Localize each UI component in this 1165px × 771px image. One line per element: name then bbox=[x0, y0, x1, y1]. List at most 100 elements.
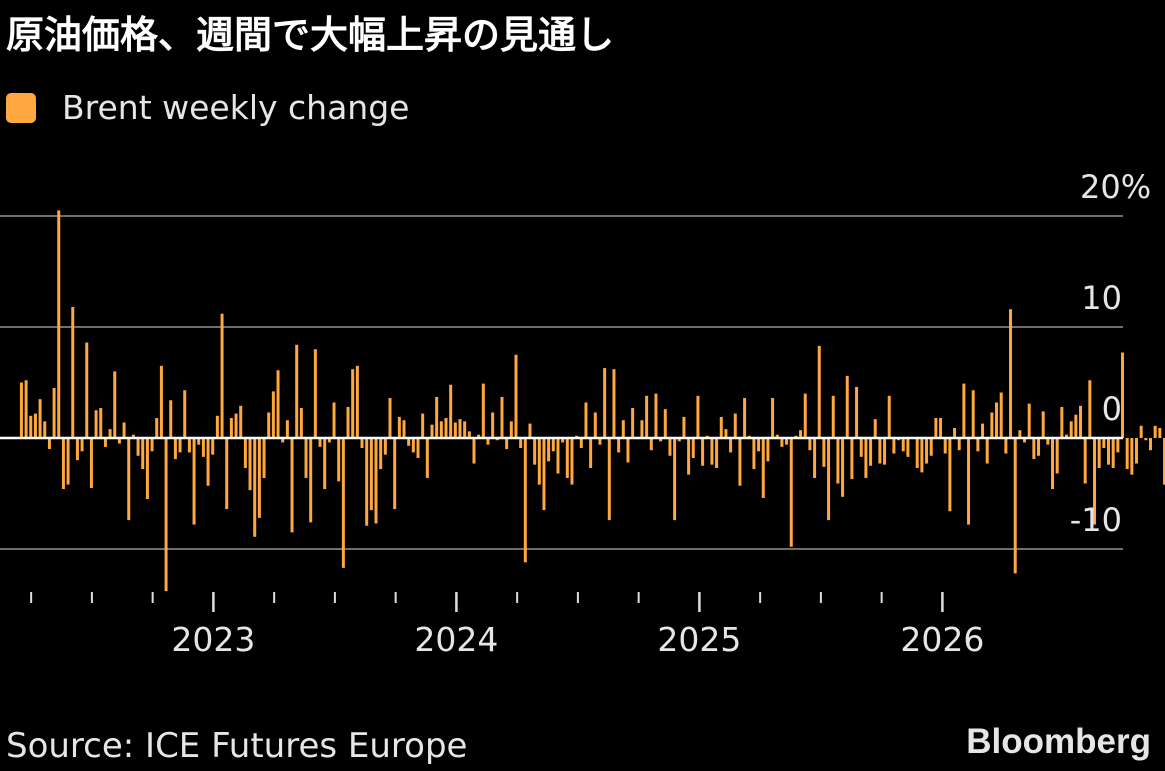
bar bbox=[383, 438, 387, 455]
bar bbox=[313, 349, 317, 438]
bar bbox=[873, 419, 877, 438]
bar bbox=[108, 429, 112, 438]
bar bbox=[299, 408, 303, 438]
bar bbox=[691, 438, 695, 458]
bar bbox=[500, 396, 504, 438]
bar bbox=[239, 405, 243, 438]
bar bbox=[421, 413, 425, 438]
bar bbox=[1004, 438, 1008, 454]
x-tick-label: 2024 bbox=[414, 620, 498, 659]
bar bbox=[547, 438, 551, 462]
y-tick-labels: 20% 10 0 -10 bbox=[1070, 168, 1151, 539]
bar bbox=[1018, 430, 1022, 438]
bar bbox=[225, 438, 229, 510]
bar bbox=[103, 438, 107, 447]
bar bbox=[995, 402, 999, 438]
bar bbox=[999, 392, 1003, 438]
bar bbox=[309, 438, 313, 523]
bar bbox=[1125, 438, 1129, 470]
bar bbox=[836, 438, 840, 484]
bar bbox=[94, 410, 98, 438]
bar bbox=[234, 413, 238, 438]
bar bbox=[407, 438, 411, 446]
legend-swatch bbox=[6, 92, 36, 123]
bar bbox=[803, 393, 807, 438]
bar bbox=[337, 438, 341, 482]
y-tick-label: 10 bbox=[1081, 279, 1122, 317]
bar bbox=[444, 418, 448, 438]
bar bbox=[206, 438, 210, 486]
bar bbox=[472, 438, 476, 464]
bar bbox=[220, 313, 224, 438]
bar bbox=[178, 438, 182, 453]
bar bbox=[822, 438, 826, 467]
bar bbox=[967, 438, 971, 525]
bar bbox=[52, 388, 56, 438]
bar bbox=[127, 438, 131, 521]
bar bbox=[117, 438, 121, 444]
bar bbox=[374, 438, 378, 524]
bar bbox=[57, 210, 61, 438]
bar bbox=[477, 434, 481, 438]
bar bbox=[668, 438, 672, 456]
bar bbox=[817, 345, 821, 438]
bar bbox=[253, 438, 257, 537]
bar bbox=[1149, 438, 1153, 451]
bar bbox=[491, 412, 495, 438]
bar bbox=[1158, 428, 1162, 438]
bar bbox=[766, 438, 770, 462]
bar bbox=[439, 421, 443, 438]
bar bbox=[71, 307, 75, 438]
bar bbox=[1055, 438, 1059, 474]
bar bbox=[430, 424, 434, 438]
bar bbox=[509, 421, 513, 438]
bar bbox=[351, 369, 355, 438]
bar bbox=[831, 395, 835, 438]
bar bbox=[346, 406, 350, 438]
bar bbox=[985, 438, 989, 464]
bar bbox=[150, 438, 154, 452]
bars bbox=[19, 210, 1165, 592]
bar bbox=[1051, 438, 1055, 490]
bar bbox=[257, 438, 261, 518]
bar bbox=[827, 438, 831, 521]
bar bbox=[859, 438, 863, 457]
bar bbox=[164, 438, 168, 592]
bar bbox=[663, 409, 667, 438]
bar bbox=[1102, 438, 1106, 448]
bar bbox=[925, 438, 929, 464]
bar bbox=[701, 438, 705, 466]
bar bbox=[757, 438, 761, 452]
bar bbox=[929, 438, 933, 456]
bar bbox=[38, 399, 42, 438]
bar bbox=[887, 395, 891, 438]
bar bbox=[388, 398, 392, 438]
bar bbox=[528, 423, 532, 438]
bar bbox=[1130, 438, 1134, 475]
bar bbox=[584, 402, 588, 438]
bar bbox=[892, 438, 896, 454]
bar bbox=[201, 438, 205, 457]
bar bbox=[267, 412, 271, 438]
bar bbox=[113, 371, 117, 438]
bar bbox=[719, 416, 723, 438]
y-tick-label: 0 bbox=[1102, 390, 1122, 428]
bar bbox=[1111, 438, 1115, 468]
bar bbox=[416, 438, 420, 458]
bar bbox=[1121, 352, 1125, 438]
bar bbox=[556, 438, 560, 474]
bar bbox=[981, 423, 985, 438]
bar bbox=[589, 438, 593, 468]
bar bbox=[915, 438, 919, 468]
bar bbox=[883, 438, 887, 465]
bar bbox=[855, 386, 859, 438]
bar bbox=[1153, 425, 1157, 438]
bar bbox=[248, 438, 252, 491]
bar bbox=[19, 382, 23, 438]
bar bbox=[1027, 403, 1031, 438]
bar bbox=[850, 438, 854, 480]
bar bbox=[402, 420, 406, 438]
bar bbox=[514, 354, 518, 438]
bar bbox=[808, 438, 812, 451]
bar bbox=[211, 438, 215, 455]
